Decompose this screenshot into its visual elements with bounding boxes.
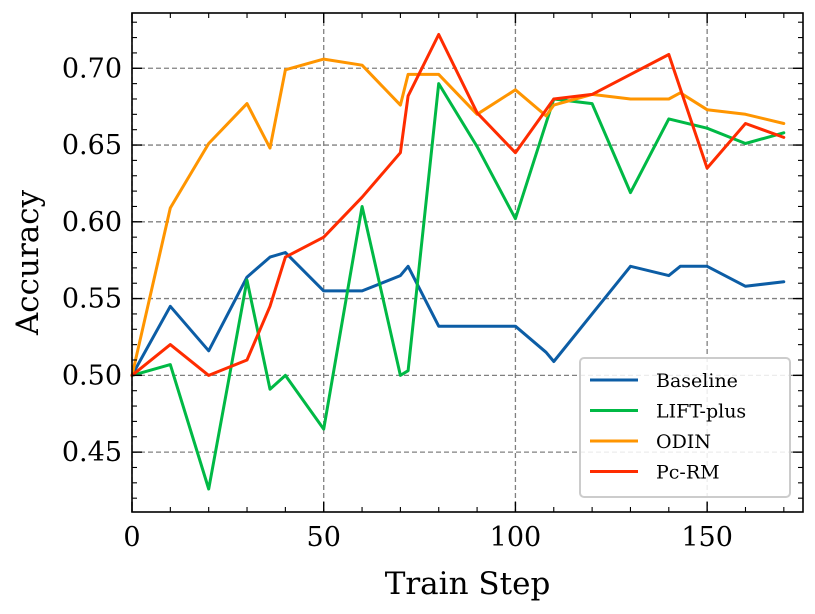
x-tick-label: 0 — [123, 522, 140, 553]
y-tick-label: 0.70 — [62, 53, 122, 84]
y-tick-label: 0.55 — [62, 284, 122, 315]
x-axis-title: Train Step — [385, 566, 551, 602]
series-line-odin — [130, 57, 786, 377]
series-lines — [130, 33, 786, 491]
x-tick-label: 150 — [681, 522, 733, 553]
y-axis-title: Accuracy — [10, 189, 46, 336]
plot-frame — [131, 12, 804, 513]
series-line-baseline — [130, 251, 786, 377]
legend-label: Pc-RM — [656, 462, 720, 484]
axis-ticks — [131, 13, 803, 512]
legend-label: ODIN — [656, 431, 711, 453]
x-tick-label: 50 — [307, 522, 341, 553]
y-tick-label: 0.50 — [62, 360, 122, 391]
series-line-pc-rm — [130, 33, 786, 377]
y-tick-label: 0.65 — [62, 130, 122, 161]
y-tick-label: 0.45 — [62, 437, 122, 468]
legend: Baseline LIFT-plus ODIN Pc-RM — [579, 357, 791, 498]
legend-label: Baseline — [656, 370, 738, 392]
legend-label: LIFT-plus — [656, 401, 746, 423]
series-line-lift-plus — [130, 82, 786, 491]
legend-box — [579, 357, 791, 498]
x-tick-label: 100 — [490, 522, 542, 553]
tick-labels: 0 50 100 150 0.45 0.50 0.55 0.60 0.65 0.70 — [62, 53, 733, 553]
y-tick-label: 0.60 — [62, 207, 122, 238]
